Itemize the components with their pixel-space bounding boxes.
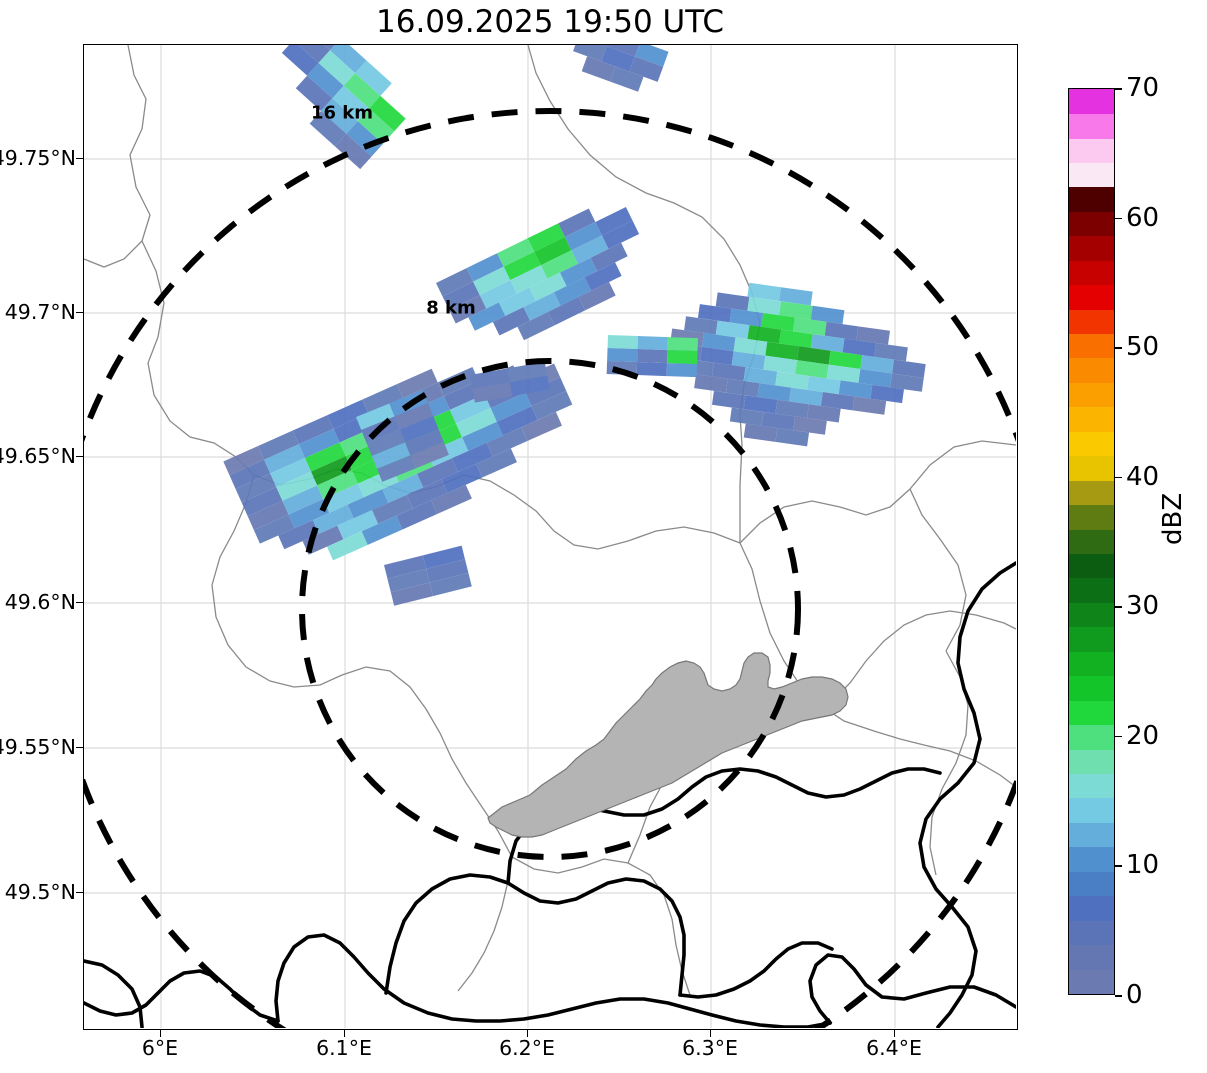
colorbar-band: [1069, 333, 1114, 359]
colorbar-band: [1069, 260, 1114, 286]
colorbar-band: [1069, 797, 1114, 823]
colorbar-band: [1069, 529, 1114, 555]
colorbar-tick-mark: [1115, 865, 1122, 867]
radar-map-plot[interactable]: 16 km 8 km: [83, 44, 1018, 1030]
colorbar-band: [1069, 137, 1114, 163]
colorbar-axis-label: dBZ: [1158, 492, 1188, 545]
colorbar-tick-mark: [1115, 347, 1122, 349]
x-tick-mark: [160, 1030, 162, 1037]
colorbar-band: [1069, 309, 1114, 335]
colorbar-tick-mark: [1115, 606, 1122, 608]
x-tick-label-6.2: 6.2°E: [499, 1036, 555, 1060]
grid-lines: [84, 45, 1016, 1028]
radar-echo-cells: [223, 45, 926, 606]
y-tick-mark: [76, 312, 83, 314]
colorbar-tick-label-10: 10: [1126, 850, 1160, 881]
regional-border-lines: [84, 45, 1016, 996]
colorbar-band: [1069, 162, 1114, 188]
colorbar-band: [1069, 822, 1114, 848]
colorbar-band: [1069, 895, 1114, 921]
colorbar-band: [1069, 675, 1114, 701]
x-tick-label-6.1: 6.1°E: [316, 1036, 372, 1060]
colorbar-tick-label-70: 70: [1126, 73, 1160, 103]
colorbar-band: [1069, 211, 1114, 237]
y-tick-label-49.75: 49.75°N: [0, 146, 76, 170]
y-tick-label-49.5: 49.5°N: [4, 880, 76, 904]
x-tick-mark: [344, 1030, 346, 1037]
y-tick-label-49.6: 49.6°N: [4, 590, 76, 614]
colorbar-band: [1069, 406, 1114, 432]
reservoir-polygon: [487, 652, 849, 838]
colorbar-band: [1069, 89, 1114, 115]
colorbar-band: [1069, 553, 1114, 579]
colorbar-band: [1069, 186, 1114, 212]
colorbar-band: [1069, 431, 1114, 457]
range-ring-label-16km: 16 km: [310, 102, 374, 124]
range-ring-16km: [84, 108, 1016, 1028]
colorbar-band: [1069, 944, 1114, 970]
colorbar-tick-label-30: 30: [1126, 591, 1160, 622]
colorbar-band: [1069, 480, 1114, 506]
colorbar-band: [1069, 504, 1114, 530]
colorbar-band: [1069, 651, 1114, 677]
colorbar-band: [1069, 871, 1114, 897]
y-tick-mark: [76, 747, 83, 749]
range-ring-label-8km: 8 km: [426, 297, 476, 319]
y-tick-mark: [76, 892, 83, 894]
colorbar-band: [1069, 846, 1114, 872]
x-tick-label-6.4: 6.4°E: [866, 1036, 922, 1060]
page-title: 16.09.2025 19:50 UTC: [376, 4, 724, 40]
colorbar-tick-mark: [1115, 88, 1122, 90]
colorbar-tick-label-40: 40: [1126, 461, 1160, 492]
colorbar-band: [1069, 920, 1114, 946]
y-tick-label-49.7: 49.7°N: [4, 300, 76, 324]
y-tick-label-49.65: 49.65°N: [0, 444, 76, 468]
map-canvas: [84, 45, 1016, 1028]
colorbar-band: [1069, 626, 1114, 652]
colorbar-band: [1069, 602, 1114, 628]
range-rings: [84, 108, 1016, 1028]
colorbar-band: [1069, 235, 1114, 261]
colorbar-band: [1069, 577, 1114, 603]
x-tick-mark: [894, 1030, 896, 1037]
y-tick-label-49.55: 49.55°N: [0, 735, 76, 759]
colorbar-band: [1069, 382, 1114, 408]
colorbar-band: [1069, 700, 1114, 726]
colorbar-band: [1069, 748, 1114, 775]
y-tick-mark: [76, 456, 83, 458]
range-ring-8km: [299, 358, 801, 860]
colorbar-band: [1069, 455, 1114, 481]
colorbar-tick-mark: [1115, 217, 1122, 220]
colorbar[interactable]: [1068, 88, 1115, 995]
colorbar-tick-label-0: 0: [1126, 980, 1143, 1010]
colorbar-tick-label-50: 50: [1126, 332, 1160, 363]
colorbar-band: [1069, 773, 1114, 799]
colorbar-band: [1069, 724, 1114, 750]
colorbar-tick-mark: [1115, 476, 1122, 479]
colorbar-band: [1069, 968, 1114, 994]
colorbar-band: [1069, 357, 1114, 383]
y-tick-mark: [76, 158, 83, 160]
x-tick-mark: [710, 1030, 712, 1037]
colorbar-tick-mark: [1115, 995, 1122, 997]
colorbar-band: [1069, 284, 1114, 310]
x-tick-label-6.3: 6.3°E: [682, 1036, 738, 1060]
x-tick-mark: [527, 1030, 529, 1037]
y-tick-mark: [76, 602, 83, 604]
colorbar-tick-label-20: 20: [1126, 720, 1160, 751]
colorbar-tick-label-60: 60: [1126, 202, 1160, 233]
colorbar-tick-mark: [1115, 735, 1122, 738]
colorbar-band: [1069, 113, 1114, 139]
x-tick-label-6: 6°E: [141, 1036, 179, 1060]
